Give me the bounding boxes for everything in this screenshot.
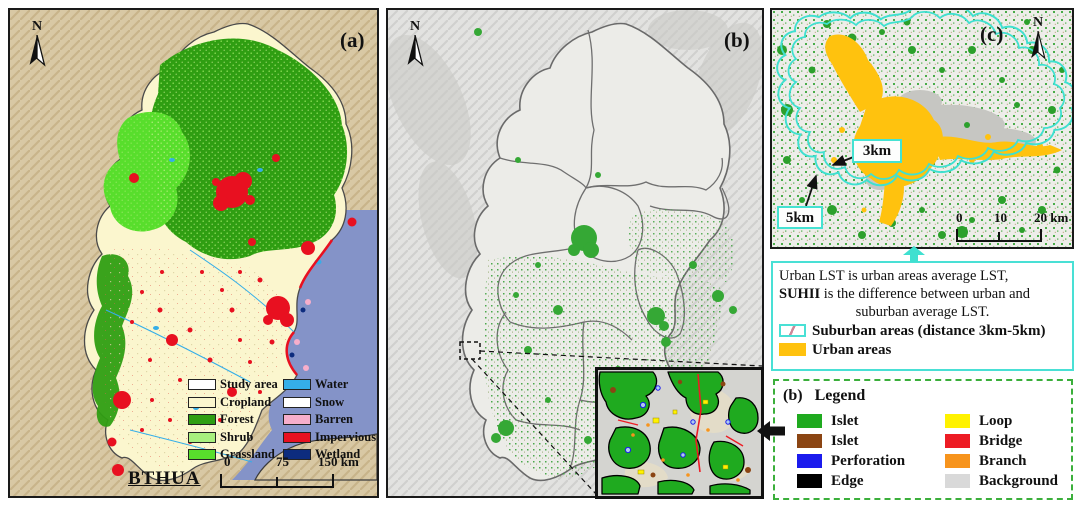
mspa-item: Islet [797, 411, 945, 431]
panel-b-mspa-map: N (b) [386, 8, 764, 498]
edge-swatch [797, 474, 822, 488]
buffer-3km-label: 3km [852, 139, 902, 163]
mspa-legend-box: (b) Legend Islet Loop Islet Bridge Perfor… [773, 379, 1073, 500]
mspa-inset-art [598, 370, 761, 496]
legend-item: Study area [188, 376, 283, 394]
islet-brown-swatch [797, 434, 822, 448]
north-arrow-c: N [1028, 16, 1048, 64]
legend-item: Shrub [188, 429, 283, 447]
panel-a-landcover-map: N (a) Study area Water Cropland Snow For… [8, 8, 379, 498]
snow-swatch [283, 396, 311, 408]
mspa-legend-title: (b) Legend [783, 387, 866, 404]
grassland-swatch [188, 449, 216, 461]
urban-legend-item: Urban areas [779, 340, 1066, 359]
suburban-swatch [779, 324, 806, 337]
inset-pointer-arrow-icon [757, 421, 785, 441]
mspa-zoom-inset [595, 367, 764, 499]
panel-c-label: (c) [980, 22, 1004, 46]
background-swatch [945, 474, 970, 488]
legend-item: Forest [188, 411, 283, 429]
north-label: N [1032, 15, 1044, 30]
suhii-note-box: Urban LST is urban areas average LST, SU… [771, 261, 1074, 371]
scalebar-c [956, 229, 1042, 242]
legend-item: Water [283, 376, 377, 394]
north-arrow-icon [1031, 30, 1046, 60]
barren-swatch [283, 414, 311, 426]
mspa-item: Islet [797, 431, 945, 451]
scalebar-a [220, 474, 334, 488]
mspa-item: Loop [945, 411, 1075, 431]
study-area-swatch [188, 379, 216, 391]
north-label: N [409, 19, 421, 34]
bridge-swatch [945, 434, 970, 448]
note-link-up-arrow-icon [903, 246, 925, 262]
suburban-legend-item: Suburban areas (distance 3km-5km) [779, 321, 1066, 340]
legend-item: Barren [283, 411, 377, 429]
legend-item: Impervious [283, 429, 377, 447]
shrub-swatch [188, 431, 216, 443]
panel-b-label: (b) [724, 28, 750, 52]
landcover-legend: Study area Water Cropland Snow Forest Ba… [188, 376, 377, 464]
north-arrow-icon [407, 34, 424, 67]
mspa-item: Perforation [797, 451, 945, 471]
forest-swatch [188, 414, 216, 426]
legend-item: Snow [283, 394, 377, 412]
panel-a-label: (a) [340, 28, 365, 52]
note-line-1: Urban LST is urban areas average LST, [779, 268, 1009, 284]
mspa-item: Bridge [945, 431, 1075, 451]
islet-green-swatch [797, 414, 822, 428]
note-line-2: SUHII is the difference between urban an… [779, 286, 1030, 302]
cropland-swatch [188, 396, 216, 408]
urban-swatch [779, 343, 806, 356]
landcover-map-art [10, 10, 377, 496]
region-name-label: BTHUA [128, 468, 201, 489]
perforation-swatch [797, 454, 822, 468]
mspa-item: Edge [797, 471, 945, 491]
loop-swatch [945, 414, 970, 428]
legend-item: Grassland [188, 446, 283, 464]
mspa-item: Branch [945, 451, 1075, 471]
legend-item: Wetland [283, 446, 377, 464]
note-line-3: suburban average LST. [855, 304, 990, 320]
north-arrow-a: N [26, 20, 48, 71]
north-arrow-b: N [404, 20, 426, 71]
buffer-5km-label: 5km [777, 206, 823, 229]
water-swatch [283, 379, 311, 391]
impervious-swatch [283, 431, 311, 443]
wetland-swatch [283, 449, 311, 461]
panel-c-urban-map: N (c) 3km 5km 0 10 20 km [770, 8, 1074, 249]
north-label: N [31, 19, 43, 34]
mspa-map-art [388, 10, 762, 496]
mspa-item: Background [945, 471, 1075, 491]
branch-swatch [945, 454, 970, 468]
legend-item: Cropland [188, 394, 283, 412]
north-arrow-icon [29, 34, 46, 67]
